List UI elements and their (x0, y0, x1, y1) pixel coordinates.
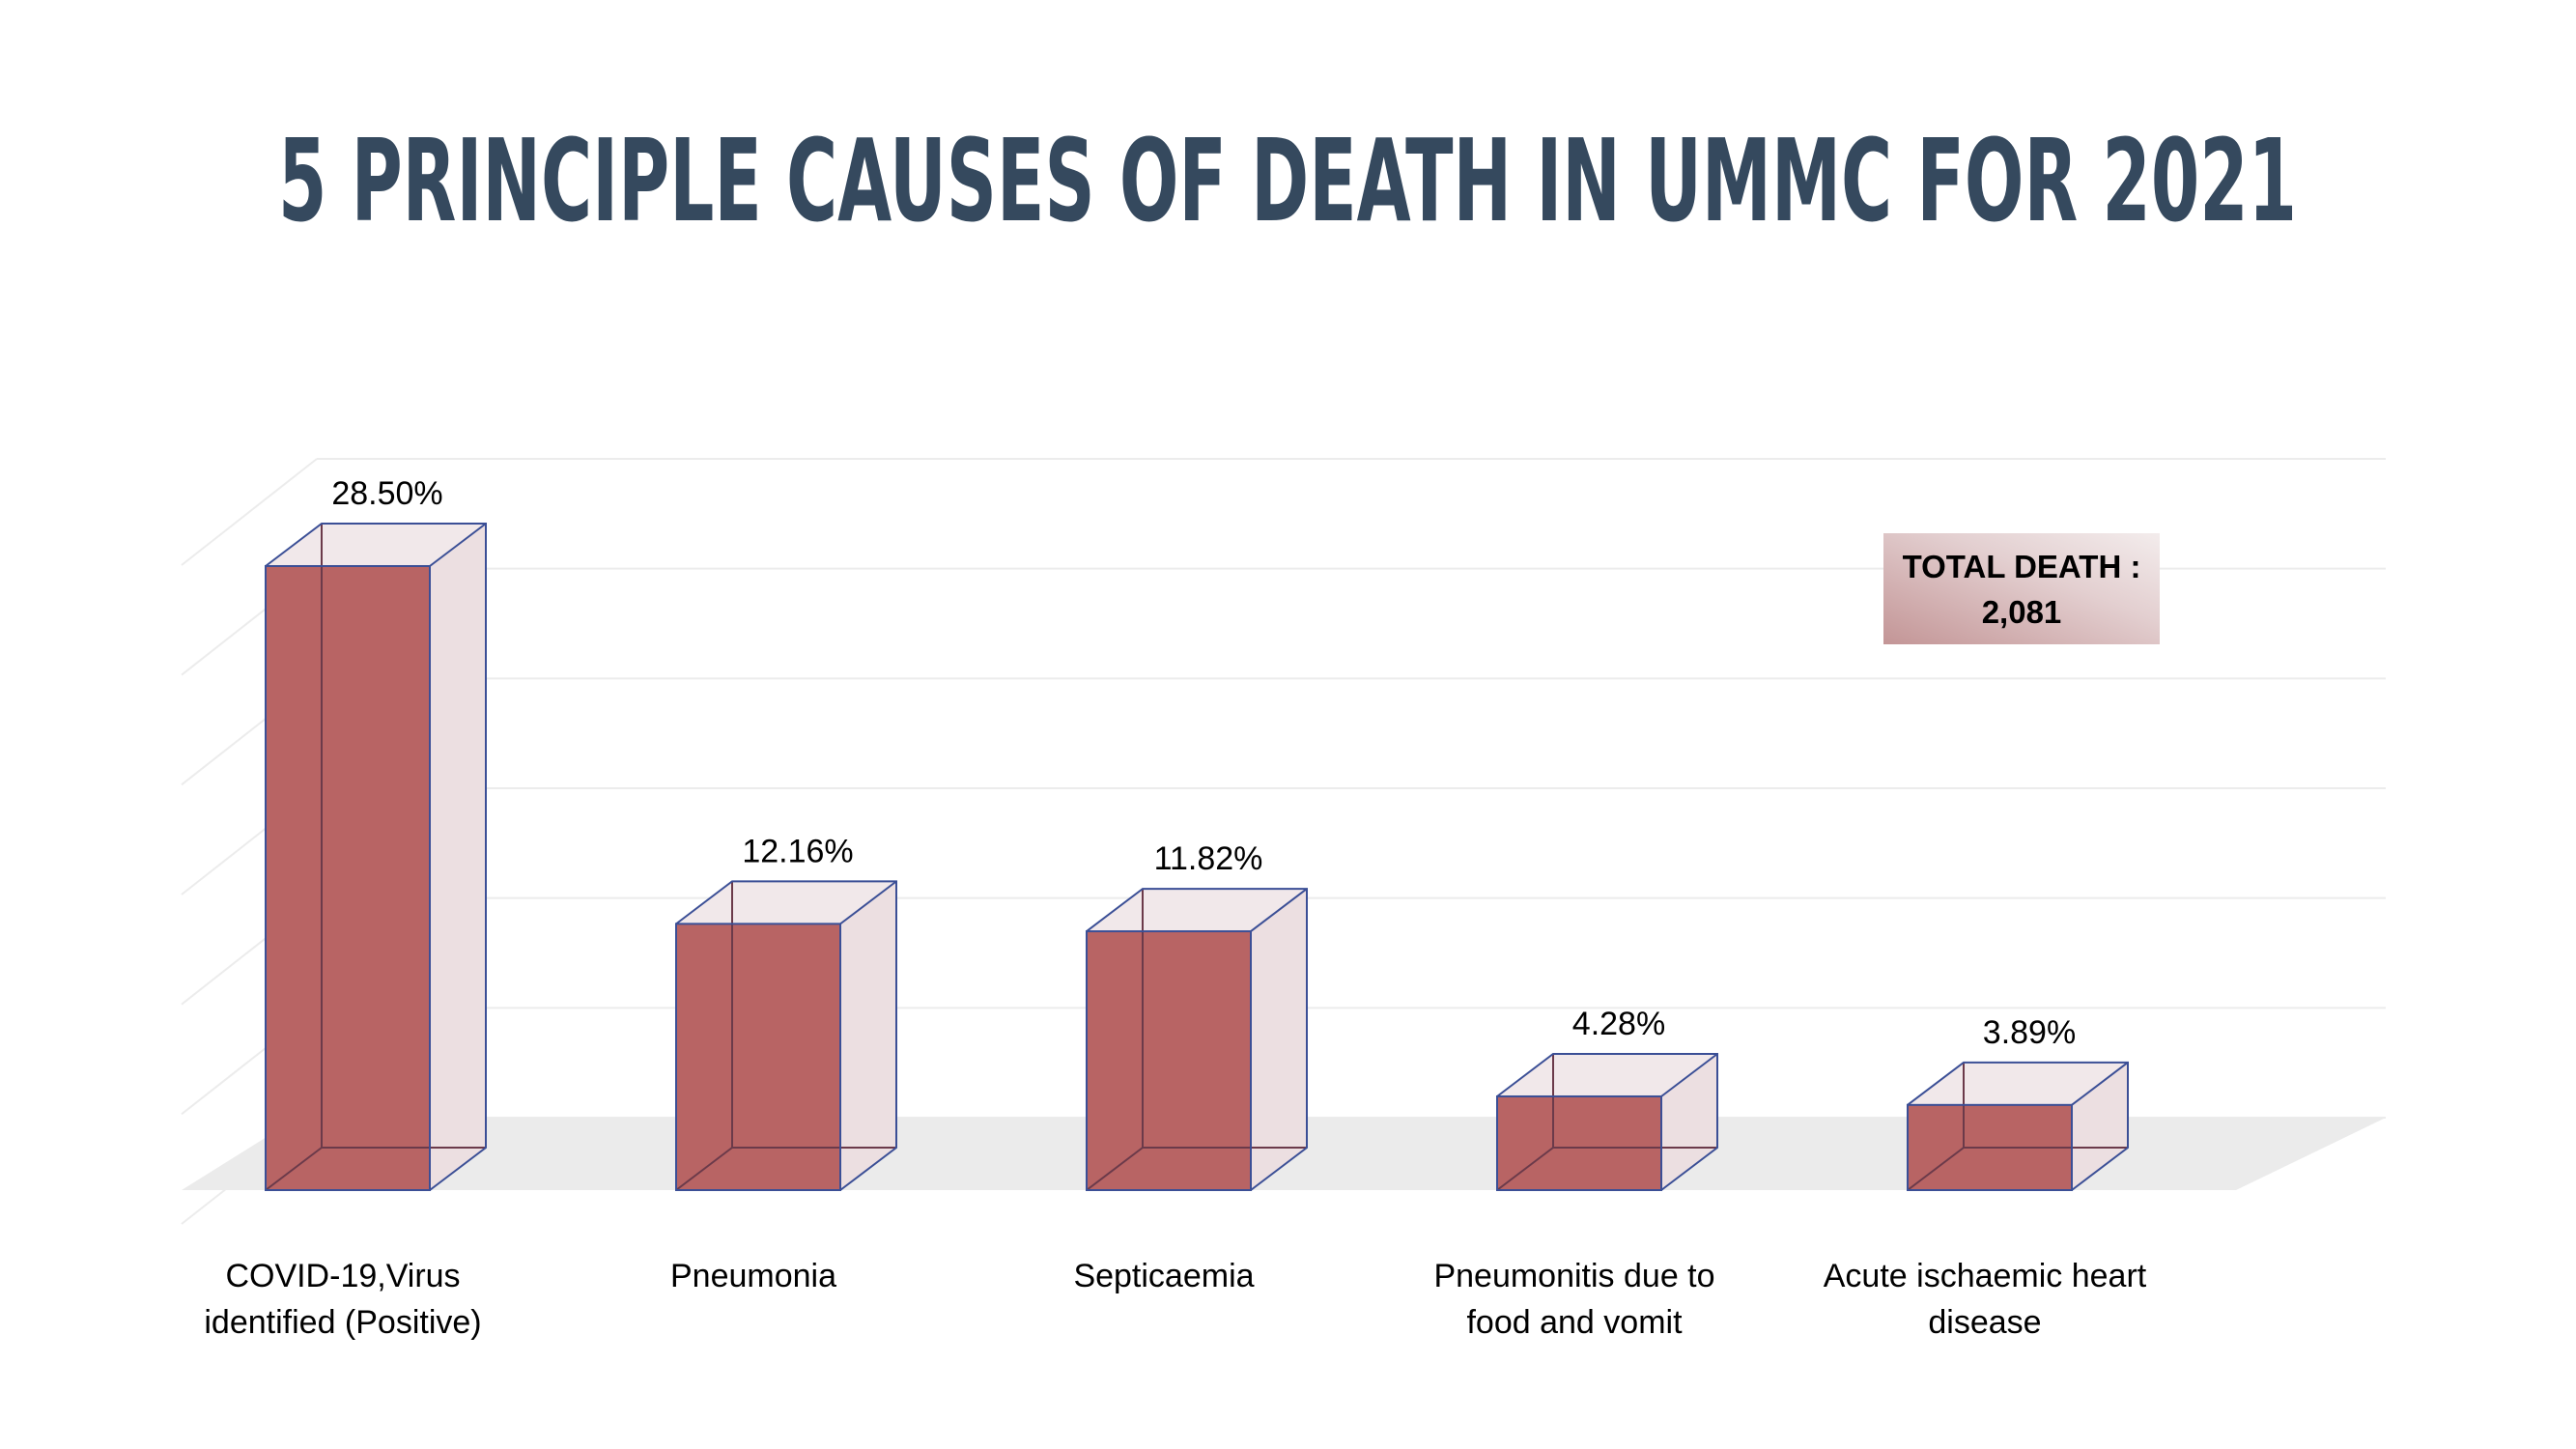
bar-side-face (840, 881, 896, 1190)
data-label: 11.82% (1154, 840, 1263, 877)
bar-side-face (430, 524, 486, 1190)
category-label: identified (Positive) (204, 1304, 481, 1341)
bar-top-edge (1250, 888, 1308, 932)
bar-front-outline (1907, 1103, 2073, 1191)
bar-front-outline (265, 565, 431, 1191)
category-label: COVID-19,Virus (225, 1258, 460, 1294)
category-label: food and vomit (1466, 1304, 1683, 1341)
bar-bottom-edge (265, 1147, 323, 1191)
bar-front-face (266, 566, 430, 1190)
bar (1086, 888, 1308, 1192)
bar-front-outline (675, 923, 841, 1192)
bar (1907, 1061, 2129, 1191)
chart-bars (265, 523, 2129, 1192)
bar (265, 523, 487, 1191)
category-label: Septicaemia (1073, 1258, 1254, 1294)
bar-top-edge (1660, 1053, 1718, 1097)
total-death-box-bg (1883, 533, 2160, 644)
total-death-label: TOTAL DEATH : (1903, 549, 2141, 584)
side-wall-gridline (181, 458, 318, 566)
bar-side-face (1661, 1053, 1717, 1190)
data-label: 3.89% (1983, 1014, 2076, 1051)
total-death-value: 2,081 (1982, 594, 2062, 630)
total-death-box: TOTAL DEATH : 2,081 (1883, 533, 2160, 644)
category-label: disease (1928, 1304, 2041, 1341)
category-label: Pneumonia (670, 1258, 836, 1294)
category-label: Acute ischaemic heart (1824, 1258, 2147, 1294)
data-label: 12.16% (742, 833, 853, 869)
bar-front-outline (1496, 1094, 1662, 1192)
bar-top-edge (2071, 1062, 2129, 1106)
data-label: 28.50% (331, 475, 442, 512)
bar-bottom-edge (1907, 1147, 1965, 1191)
bar-top-edge (839, 880, 897, 925)
bar-bottom-edge (675, 1147, 733, 1191)
bar-front-outline (1086, 930, 1252, 1192)
chart-title: 5 PRINCIPLE CAUSES OF DEATH IN UMMC FOR … (278, 114, 2297, 247)
bar-bottom-edge (1496, 1147, 1554, 1191)
chart-labels: 28.50% COVID-19,Virus identified (Positive… (204, 475, 2146, 1341)
bar-side-face (1251, 889, 1307, 1190)
data-label: 4.28% (1572, 1006, 1665, 1042)
bar-front-face (1087, 931, 1251, 1190)
bar (675, 880, 897, 1192)
bar-front-face (676, 923, 840, 1190)
category-label: Pneumonitis due to (1433, 1258, 1714, 1294)
bar-front-face (1497, 1095, 1661, 1190)
bar-bottom-edge (1086, 1147, 1144, 1191)
bar (1496, 1052, 1718, 1192)
bar-top-edge (429, 523, 487, 567)
